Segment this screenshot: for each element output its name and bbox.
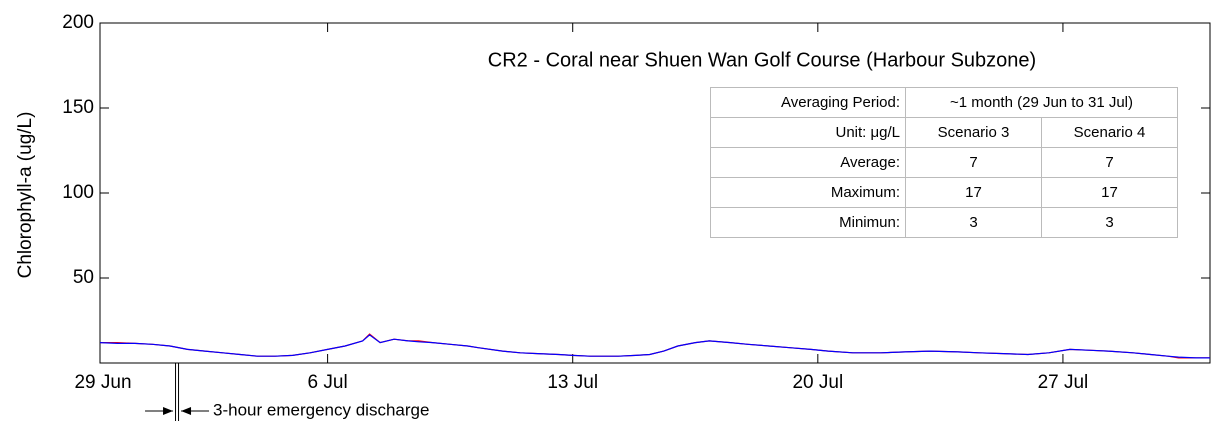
- table-row: Averaging Period: ~1 month (29 Jun to 31…: [710, 87, 1178, 118]
- table-row: Minimun: 3 3: [710, 207, 1178, 238]
- table-cell: Averaging Period:: [710, 87, 906, 118]
- table-row: Maximum: 17 17: [710, 177, 1178, 208]
- annotation: 3-hour emergency discharge: [213, 400, 429, 419]
- x-tick-label: 6 Jul: [308, 372, 348, 393]
- table-cell: Maximum:: [710, 177, 906, 208]
- y-tick-label: 50: [73, 267, 94, 288]
- table-cell: 17: [905, 177, 1042, 208]
- table-row: Unit: μg/L Scenario 3 Scenario 4: [710, 117, 1178, 148]
- table-cell: ~1 month (29 Jun to 31 Jul): [905, 87, 1178, 118]
- data-line: [100, 333, 1210, 359]
- y-tick-label: 100: [62, 182, 94, 203]
- stats-table: Averaging Period: ~1 month (29 Jun to 31…: [710, 87, 1178, 238]
- x-tick-label: 20 Jul: [792, 372, 843, 393]
- table-cell: Scenario 3: [905, 117, 1042, 148]
- x-tick-label: 29 Jun: [74, 372, 131, 393]
- y-tick-label: 200: [62, 12, 94, 33]
- table-cell: 17: [1041, 177, 1178, 208]
- arrow-head: [181, 407, 192, 415]
- x-tick-label: 13 Jul: [547, 372, 598, 393]
- x-tick-label: 27 Jul: [1038, 372, 1089, 393]
- table-cell: Scenario 4: [1041, 117, 1178, 148]
- table-cell: 7: [1041, 147, 1178, 178]
- y-axis-label: Chlorophyll-a (ug/L): [15, 112, 36, 279]
- y-tick-label: 150: [62, 97, 94, 118]
- table-cell: 7: [905, 147, 1042, 178]
- chart-title: CR2 - Coral near Shuen Wan Golf Course (…: [488, 49, 1036, 71]
- table-cell: 3: [905, 207, 1042, 238]
- data-line: [99, 334, 1210, 359]
- arrow-head: [163, 407, 174, 415]
- table-cell: Unit: μg/L: [710, 117, 906, 148]
- table-cell: Minimun:: [710, 207, 906, 238]
- table-cell: Average:: [710, 147, 906, 178]
- table-row: Average: 7 7: [710, 147, 1178, 178]
- table-cell: 3: [1041, 207, 1178, 238]
